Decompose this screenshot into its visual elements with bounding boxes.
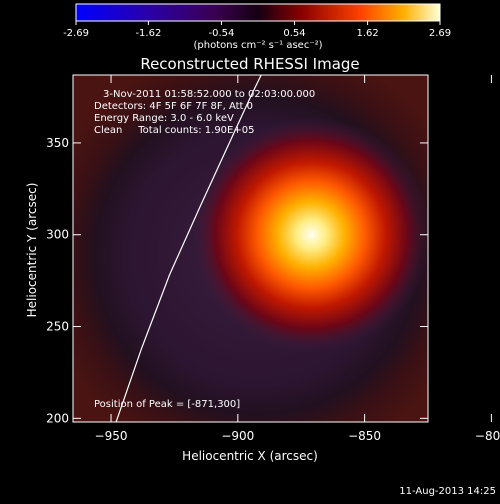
x-tick-label: −900 <box>221 429 254 443</box>
xray-source <box>191 116 428 353</box>
y-axis-label: Heliocentric Y (arcsec) <box>25 183 39 318</box>
annotation-energy-range: Energy Range: 3.0 - 6.0 keV <box>94 113 234 124</box>
colorbar-tick-label: 0.54 <box>283 28 305 39</box>
colorbar-tick-label: -2.69 <box>63 28 89 39</box>
y-axis-ticks: 200 250 300 350 <box>46 136 428 425</box>
y-tick-label: 250 <box>46 320 69 334</box>
colorbar-gradient <box>75 3 441 22</box>
plot-frame <box>72 74 429 423</box>
timestamp: 11-Aug-2013 14:25 <box>399 486 496 497</box>
annotation-clean-counts: Clean Total counts: 1.90E+05 <box>94 125 254 136</box>
chart-title: Reconstructed RHESSI Image <box>140 55 359 73</box>
colorbar-units-label: (photons cm⁻² s⁻¹ asec⁻²) <box>193 40 322 51</box>
x-axis-label: Heliocentric X (arcsec) <box>182 449 318 463</box>
colorbar-tick-label: -1.62 <box>135 28 161 39</box>
plot-area <box>73 75 428 422</box>
annotations: 3-Nov-2011 01:58:52.000 to 02:03:00.000 … <box>94 89 315 410</box>
colorbar-ticks: -2.69 -1.62 -0.54 0.54 1.62 2.69 <box>63 21 451 39</box>
y-tick-label: 300 <box>46 228 69 242</box>
colorbar-tick-label: 2.69 <box>429 28 451 39</box>
colorbar: -2.69 -1.62 -0.54 0.54 1.62 2.69 (photons cm⁻… <box>63 3 451 51</box>
x-tick-label: −800 <box>475 429 500 443</box>
x-tick-label: −950 <box>95 429 128 443</box>
annotation-detectors: Detectors: 4F 5F 6F 7F 8F, Att 0 <box>94 101 253 112</box>
y-tick-label: 350 <box>46 136 69 150</box>
annotation-time-range: 3-Nov-2011 01:58:52.000 to 02:03:00.000 <box>103 89 315 100</box>
colorbar-tick-label: 1.62 <box>356 28 378 39</box>
x-tick-label: −850 <box>348 429 381 443</box>
colorbar-tick-label: -0.54 <box>209 28 235 39</box>
solar-limb-line <box>115 75 262 422</box>
x-axis-ticks: −950 −900 −850 −800 <box>95 75 500 443</box>
annotation-peak-position: Position of Peak = [-871,300] <box>94 399 240 410</box>
y-tick-label: 200 <box>46 411 69 425</box>
